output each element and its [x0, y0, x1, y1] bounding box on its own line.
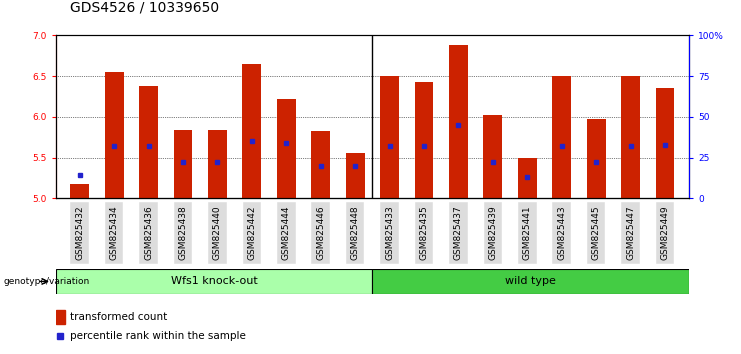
- Text: GSM825444: GSM825444: [282, 206, 290, 260]
- Bar: [552, 76, 571, 198]
- Bar: [208, 130, 227, 198]
- Text: GSM825436: GSM825436: [144, 205, 153, 260]
- Bar: [277, 99, 296, 198]
- Text: GSM825443: GSM825443: [557, 205, 566, 260]
- Bar: [380, 76, 399, 198]
- Bar: [173, 130, 193, 198]
- Bar: [56, 310, 64, 324]
- Bar: [311, 202, 330, 264]
- Bar: [277, 202, 296, 264]
- Bar: [414, 82, 433, 198]
- Bar: [656, 88, 674, 198]
- Bar: [449, 45, 468, 198]
- Bar: [208, 202, 227, 264]
- Text: GSM825447: GSM825447: [626, 205, 635, 260]
- Text: GSM825438: GSM825438: [179, 205, 187, 260]
- Bar: [656, 202, 674, 264]
- Bar: [449, 202, 468, 264]
- Text: GSM825437: GSM825437: [454, 205, 463, 260]
- Text: GSM825435: GSM825435: [419, 205, 428, 260]
- Text: GSM825448: GSM825448: [350, 205, 359, 260]
- Bar: [380, 202, 399, 264]
- Bar: [104, 72, 124, 198]
- Text: GSM825445: GSM825445: [591, 205, 601, 260]
- Text: genotype/variation: genotype/variation: [4, 277, 90, 286]
- Text: GSM825446: GSM825446: [316, 205, 325, 260]
- Bar: [621, 202, 640, 264]
- Text: GDS4526 / 10339650: GDS4526 / 10339650: [70, 0, 219, 14]
- Bar: [587, 202, 605, 264]
- Text: GSM825441: GSM825441: [523, 205, 532, 260]
- Bar: [483, 115, 502, 198]
- Bar: [345, 154, 365, 198]
- Bar: [311, 131, 330, 198]
- Bar: [173, 202, 192, 264]
- Bar: [70, 202, 89, 264]
- Text: GSM825442: GSM825442: [247, 206, 256, 260]
- Bar: [484, 202, 502, 264]
- Text: GSM825434: GSM825434: [110, 205, 119, 260]
- Text: GSM825449: GSM825449: [660, 205, 670, 260]
- Text: transformed count: transformed count: [70, 312, 167, 322]
- Bar: [56, 269, 372, 294]
- Text: Wfs1 knock-out: Wfs1 knock-out: [170, 276, 257, 286]
- Text: GSM825439: GSM825439: [488, 205, 497, 260]
- Bar: [242, 64, 262, 198]
- Text: wild type: wild type: [505, 276, 556, 286]
- Bar: [346, 202, 365, 264]
- Text: GSM825440: GSM825440: [213, 205, 222, 260]
- Text: percentile rank within the sample: percentile rank within the sample: [70, 331, 246, 341]
- Bar: [518, 202, 536, 264]
- Bar: [242, 202, 261, 264]
- Bar: [621, 76, 640, 198]
- Bar: [70, 184, 89, 198]
- Bar: [139, 202, 158, 264]
- Bar: [415, 202, 433, 264]
- Bar: [587, 119, 605, 198]
- Text: GSM825432: GSM825432: [75, 205, 84, 260]
- Bar: [104, 202, 124, 264]
- Bar: [553, 202, 571, 264]
- Bar: [518, 158, 536, 198]
- Bar: [373, 269, 689, 294]
- Text: GSM825433: GSM825433: [385, 205, 394, 260]
- Bar: [139, 86, 158, 198]
